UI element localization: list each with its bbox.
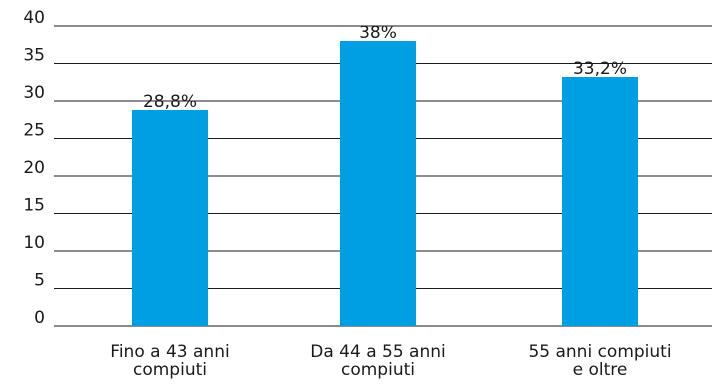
bar-3	[562, 77, 638, 326]
category-label-line: 55 anni compiuti	[528, 342, 671, 362]
category-label-line: e oltre	[573, 360, 628, 380]
y-tick-label: 15	[23, 196, 45, 216]
bar-1	[132, 110, 208, 326]
bars	[132, 41, 638, 326]
y-tick-label: 5	[34, 271, 45, 291]
category-label-1: Fino a 43 anni compiuti	[110, 342, 229, 380]
category-label-3: 55 anni compiuti e oltre	[528, 342, 671, 380]
y-tick-label: 25	[23, 121, 45, 141]
y-tick-label: 0	[34, 308, 45, 328]
y-tick-label: 35	[23, 46, 45, 66]
category-label-line: compiuti	[133, 360, 207, 380]
y-tick-label: 30	[23, 83, 45, 103]
category-label-line: compiuti	[341, 360, 415, 380]
y-tick-label: 40	[23, 8, 45, 28]
data-labels: 28,8% 38% 33,2%	[143, 23, 627, 112]
y-tick-label: 20	[23, 158, 45, 178]
y-tick-label: 10	[23, 233, 45, 253]
data-label-3: 33,2%	[573, 59, 627, 79]
bar-2	[340, 41, 416, 326]
category-label-2: Da 44 a 55 anni compiuti	[310, 342, 446, 380]
y-axis-ticks: 0 5 10 15 20 25 30 35 40	[23, 8, 45, 328]
category-label-line: Fino a 43 anni	[110, 342, 229, 362]
data-label-1: 28,8%	[143, 92, 197, 112]
data-label-2: 38%	[359, 23, 397, 43]
category-label-line: Da 44 a 55 anni	[310, 342, 446, 362]
